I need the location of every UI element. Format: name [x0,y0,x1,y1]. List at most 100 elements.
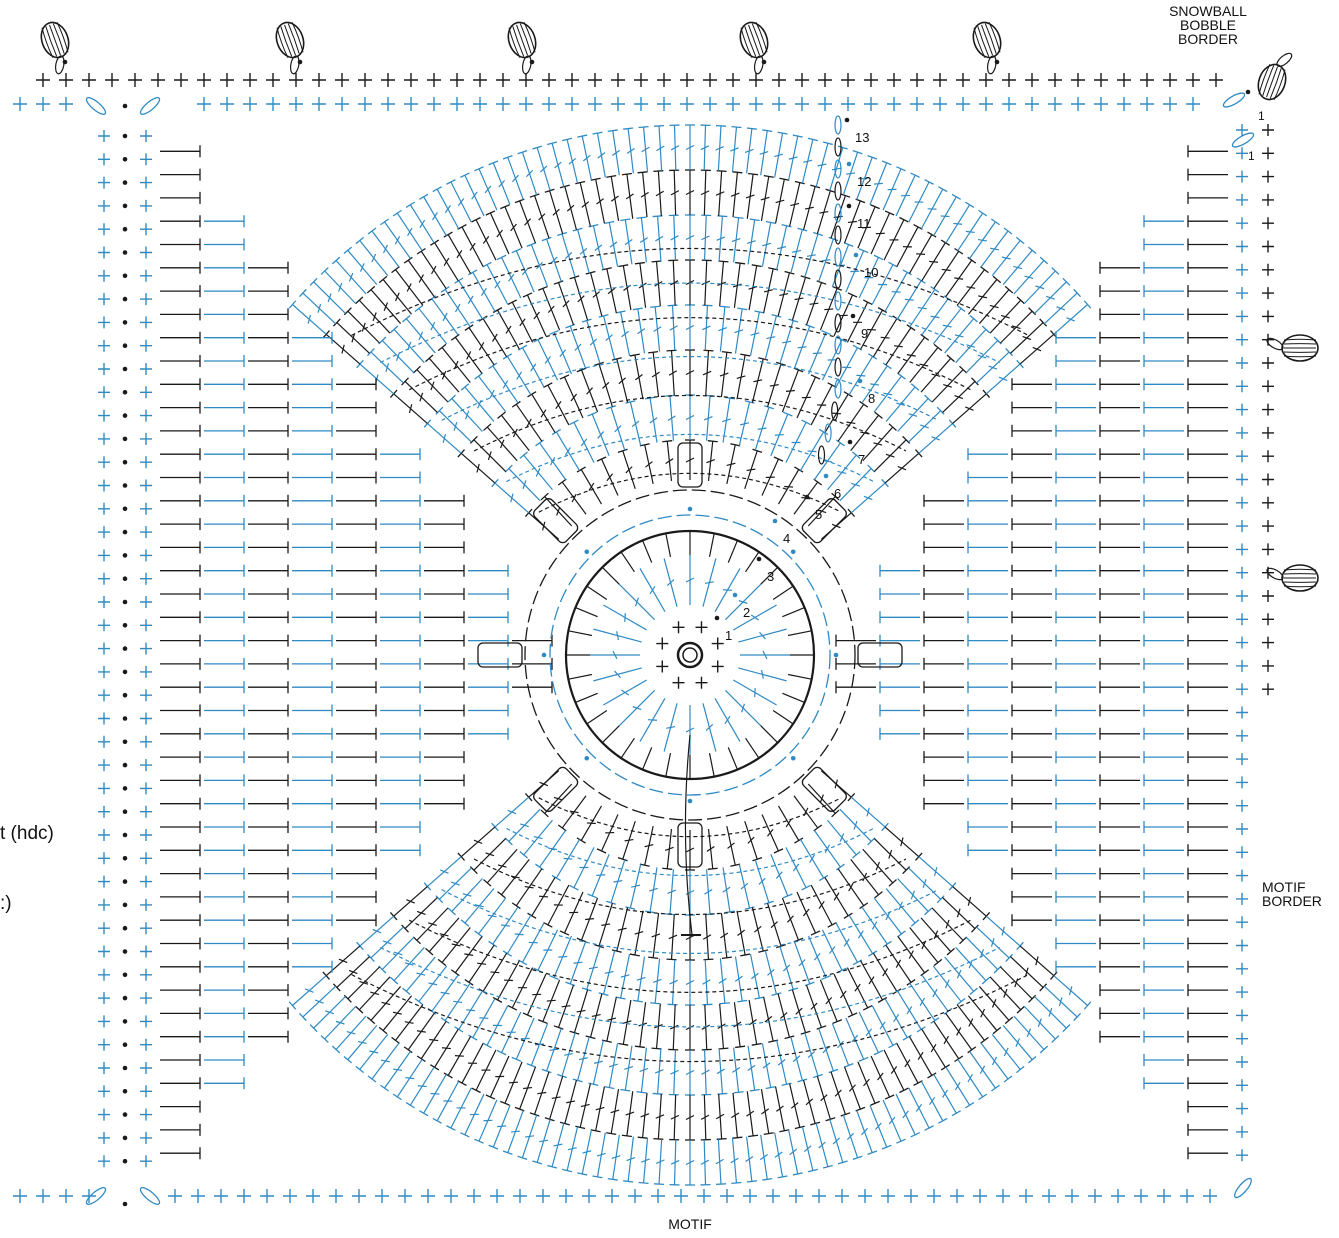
dc-stitch [776,225,788,270]
sc-stitch [1262,240,1274,253]
stitch-top [606,1132,617,1136]
dc-stitch [508,808,541,842]
round-stitch [772,585,794,600]
hdc-stitch [879,704,920,717]
stitch-top [437,343,447,352]
hdc-stitch [1099,681,1140,694]
sc-stitch [1236,263,1248,276]
round-stitch [745,737,760,759]
dc-stitch [530,1023,549,1066]
hdc-stitch [1143,681,1184,694]
sc-stitch [140,735,152,748]
stitch-top [543,921,553,928]
dc-stitch [405,956,436,992]
hdc-stitch [1187,960,1228,973]
dc-stitch [580,805,603,841]
stitch-top [990,218,1000,226]
stitch-top [782,411,793,417]
stitch-top [569,1030,580,1035]
dc-stitch [761,222,772,267]
dc-stitch [895,1093,916,1136]
hdc-stitch [1143,984,1184,997]
dc-stitch [719,352,729,397]
hdc-stitch [248,518,289,531]
dc-stitch [608,222,619,267]
dc-stitch [603,679,647,706]
stitch-top [637,1136,648,1139]
slip-stitch-dot [853,252,859,258]
sc-stitch [1236,590,1248,602]
stitch-top [1073,1012,1082,1022]
sc-stitch [1262,520,1274,533]
dc-stitch [884,998,908,1038]
sc-stitch [1262,193,1274,206]
slip-stitch-dot [122,669,128,675]
sc-stitch [1186,73,1200,87]
sc-stitch [98,246,110,259]
stitch-top [443,231,453,238]
hdc-stitch [967,588,1008,600]
stitch-top [454,1026,464,1033]
dc-stitch [542,288,561,331]
hdc-stitch [160,657,201,670]
dc-stitch [478,1099,498,1142]
stitch-top [412,365,421,374]
sc-stitch [1236,659,1248,672]
dc-stitch [644,444,654,485]
stitch-top [540,809,549,818]
slip-stitch-dot [687,798,693,804]
round-stitch [782,692,805,704]
hdc-stitch [1011,378,1052,391]
slip-stitch-dot [122,925,128,931]
stitch-top [927,1072,937,1079]
dc-stitch [511,301,534,343]
hdc-stitch [380,471,421,484]
stitch-top [930,286,940,293]
hdc-stitch [1187,914,1228,927]
slip-stitch-dot [790,755,796,761]
sc-stitch [697,1189,711,1203]
dc-stitch [777,993,791,1038]
dc-stitch [492,365,519,404]
stitch-top [748,1134,759,1138]
stitch-top [331,256,341,265]
bobble-loop [280,26,293,57]
dc-stitch [702,350,712,396]
sc-stitch [140,526,152,539]
hdc-stitch [1055,657,1096,670]
sc-stitch [1236,939,1248,952]
dc-stitch [745,1136,754,1182]
sc-stitch [711,660,724,673]
dc-stitch [732,263,742,308]
dc-stitch [830,1071,847,1115]
hdc-stitch [1187,611,1228,624]
sc-stitch [358,97,372,111]
dc-stitch [777,272,791,317]
stitch-top [320,1035,329,1043]
dc-stitch [663,703,678,752]
hdc-stitch [468,611,509,624]
stitch-top [882,940,892,948]
stitch-top [653,124,665,127]
stitch-top [813,478,823,486]
stitch-top [969,987,978,996]
dc-stitch [639,568,666,612]
stitch-top [981,976,991,985]
dc-stitch [730,172,740,218]
dc-stitch [884,452,920,484]
dc-stitch [596,1132,606,1177]
stitch-top [718,1047,729,1050]
hdc-stitch [160,1077,201,1090]
stitch-top [511,248,522,254]
dc-stitch [546,238,562,282]
hdc-stitch [160,821,201,833]
hdc-stitch [248,844,289,857]
round-stitch [575,692,598,704]
hdc-stitch [1187,355,1228,367]
hdc-stitch [1011,564,1052,577]
stitch-top [965,1102,975,1109]
sc-stitch [1088,1189,1102,1203]
dc-stitch [685,440,695,480]
sc-stitch [140,1131,152,1144]
hdc-stitch [1187,331,1228,344]
